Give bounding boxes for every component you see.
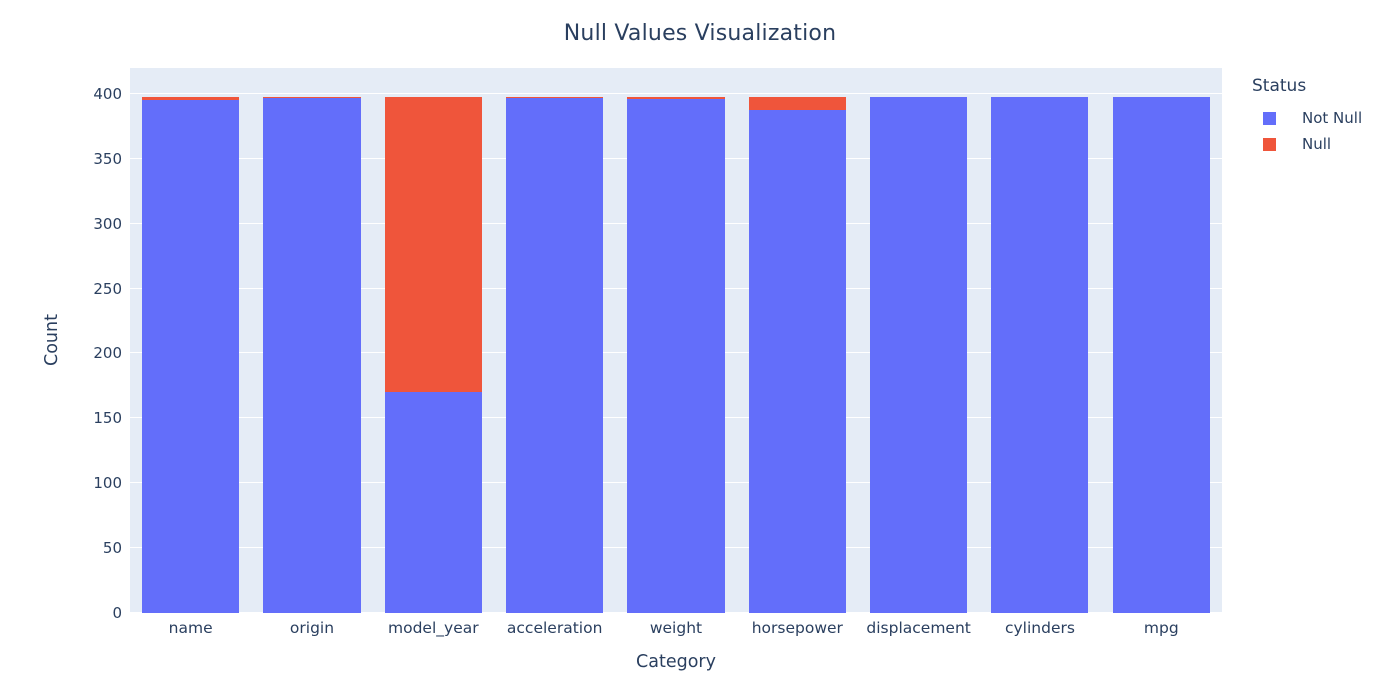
bar-segment-origin-null[interactable] — [263, 96, 361, 98]
bar-displacement — [870, 96, 968, 613]
bar-slot-name — [130, 68, 251, 613]
bars-container — [130, 68, 1222, 613]
y-tick-label-100: 100 — [93, 474, 122, 493]
y-tick-label-400: 400 — [93, 84, 122, 103]
bar-weight — [627, 96, 725, 613]
x-tick-label-origin: origin — [289, 619, 335, 637]
bar-slot-acceleration — [494, 68, 615, 613]
bar-segment-name-null[interactable] — [142, 96, 240, 101]
legend-item-null[interactable]: Null — [1246, 131, 1362, 157]
x-tick-label-name: name — [168, 619, 213, 637]
bar-segment-model-year-null[interactable] — [384, 96, 482, 393]
legend-item-label: Not Null — [1302, 109, 1363, 127]
y-tick-label-300: 300 — [93, 214, 122, 233]
bar-model-year — [384, 96, 482, 613]
bar-slot-displacement — [858, 68, 979, 613]
x-tick-label-weight: weight — [649, 619, 703, 637]
bar-mpg — [1112, 96, 1210, 613]
y-tick-label-0: 0 — [112, 604, 122, 622]
bar-segment-cylinders-not-null[interactable] — [991, 96, 1089, 613]
chart-title: Null Values Visualization — [563, 21, 837, 46]
bar-acceleration — [506, 96, 604, 613]
y-tick-label-250: 250 — [93, 279, 122, 298]
bar-segment-mpg-not-null[interactable] — [1112, 96, 1210, 613]
bar-name — [142, 96, 240, 613]
x-axis-title: Category — [636, 652, 716, 672]
plot-area — [130, 68, 1222, 613]
legend-title: Status — [1252, 76, 1307, 96]
legend-item-label: Null — [1302, 135, 1332, 153]
bar-segment-weight-null[interactable] — [627, 96, 725, 100]
x-tick-label-acceleration: acceleration — [506, 619, 603, 637]
x-axis-tick-labels: name origin model_year acceleration weight ho… — [130, 619, 1222, 637]
bar-segment-weight-not-null[interactable] — [627, 99, 725, 613]
x-tick-label-displacement: displacement — [866, 619, 971, 637]
bar-slot-origin — [251, 68, 372, 613]
x-tick-label-cylinders: cylinders — [1004, 619, 1075, 637]
bar-segment-acceleration-not-null[interactable] — [506, 97, 604, 613]
bar-segment-model-year-not-null[interactable] — [384, 392, 482, 613]
bar-slot-horsepower — [737, 68, 858, 613]
bar-segment-origin-not-null[interactable] — [263, 97, 361, 613]
bar-segment-displacement-not-null[interactable] — [870, 96, 968, 613]
not-null-swatch-icon — [1263, 111, 1276, 125]
y-tick-label-200: 200 — [93, 344, 122, 363]
bar-slot-model-year — [373, 68, 494, 613]
bar-origin — [263, 96, 361, 613]
null-swatch-icon — [1263, 137, 1276, 151]
legend: Status Not Null Null — [1246, 76, 1362, 157]
bar-slot-cylinders — [979, 68, 1100, 613]
legend-item-not-null[interactable]: Not Null — [1246, 105, 1362, 131]
bar-segment-acceleration-null[interactable] — [506, 96, 604, 98]
x-tick-label-mpg: mpg — [1143, 619, 1179, 637]
bar-segment-horsepower-null[interactable] — [748, 96, 846, 110]
bar-segment-name-not-null[interactable] — [142, 100, 240, 613]
x-tick-label-horsepower: horsepower — [751, 619, 843, 637]
bar-slot-weight — [615, 68, 736, 613]
y-tick-label-150: 150 — [93, 409, 122, 428]
bar-segment-horsepower-not-null[interactable] — [748, 109, 846, 613]
bar-cylinders — [991, 96, 1089, 613]
gridline-400 — [130, 92, 1222, 94]
y-axis-title: Count — [42, 314, 62, 366]
x-tick-label-model-year: model_year — [388, 619, 479, 637]
bar-slot-mpg — [1101, 68, 1222, 613]
bar-horsepower — [748, 96, 846, 613]
y-tick-label-50: 50 — [102, 539, 122, 558]
y-tick-label-350: 350 — [93, 149, 122, 168]
